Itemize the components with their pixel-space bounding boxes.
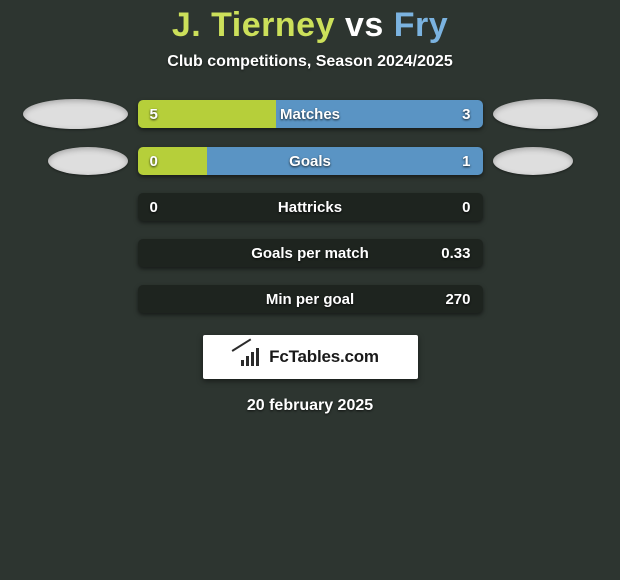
club-badge-left [48, 147, 128, 175]
club-badge-left [23, 99, 128, 129]
stat-bar: Matches53 [138, 100, 483, 128]
stat-value-left: 5 [138, 100, 170, 128]
subtitle: Club competitions, Season 2024/2025 [0, 53, 620, 71]
stat-bar: Min per goal270 [138, 285, 483, 313]
player-b-name: Fry [394, 6, 448, 44]
vs-text: vs [345, 6, 384, 44]
stat-label: Min per goal [138, 285, 483, 313]
stat-row: Goals01 [0, 147, 620, 175]
stat-value-left: 0 [138, 147, 170, 175]
stat-rows: Matches53Goals01Hattricks00Goals per mat… [0, 99, 620, 313]
stat-value-right: 1 [450, 147, 482, 175]
stat-value-right: 3 [450, 100, 482, 128]
stat-value-left: 0 [138, 193, 170, 221]
brand-chart-icon [241, 348, 263, 366]
club-badge-right [493, 99, 598, 129]
stat-value-right: 270 [433, 285, 482, 313]
page-title: J. Tierney vs Fry [0, 6, 620, 45]
stat-bar: Goals per match0.33 [138, 239, 483, 267]
stat-row: Matches53 [0, 99, 620, 129]
stat-row: Hattricks0 0 [0, 193, 620, 221]
date-text: 20 february 2025 [0, 397, 620, 415]
brand-text: FcTables.com [269, 347, 379, 367]
stat-value-right: 0.33 [429, 239, 482, 267]
comparison-infographic: J. Tierney vs Fry Club competitions, Sea… [0, 0, 620, 415]
stat-bar: Goals01 [138, 147, 483, 175]
brand-badge: FcTables.com [203, 335, 418, 379]
player-a-name: J. Tierney [172, 6, 335, 44]
stat-label: Hattricks [138, 193, 483, 221]
stat-value-right: 0 [450, 193, 482, 221]
stat-row: Min per goal270 [0, 285, 620, 313]
fill-right [207, 147, 483, 175]
stat-row: Goals per match0.33 [0, 239, 620, 267]
club-badge-right [493, 147, 573, 175]
stat-bar: Hattricks0 0 [138, 193, 483, 221]
